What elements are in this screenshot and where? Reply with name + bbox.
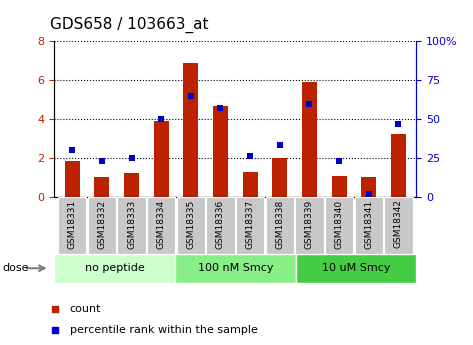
Point [158, 116, 165, 122]
Text: GSM18339: GSM18339 [305, 199, 314, 249]
Point [239, 51, 247, 57]
Text: 10 uM Smcy: 10 uM Smcy [322, 263, 390, 273]
Bar [325, 197, 353, 254]
Point [394, 121, 402, 127]
Point [128, 155, 135, 161]
Bar [213, 106, 228, 197]
Point [98, 158, 105, 164]
Bar [243, 172, 258, 197]
Point [239, 239, 247, 245]
Text: GSM18342: GSM18342 [394, 199, 403, 248]
Text: GSM18331: GSM18331 [68, 199, 77, 249]
Text: 100 nM Smcy: 100 nM Smcy [198, 263, 273, 273]
Text: percentile rank within the sample: percentile rank within the sample [70, 325, 257, 335]
Bar [384, 197, 412, 254]
Point [335, 158, 343, 164]
Point [69, 147, 76, 153]
Bar [184, 63, 198, 197]
Text: GSM18336: GSM18336 [216, 199, 225, 249]
Bar [88, 197, 116, 254]
Point [276, 143, 284, 148]
Bar [58, 197, 87, 254]
Text: no peptide: no peptide [85, 263, 145, 273]
Point [306, 101, 313, 106]
Text: GSM18340: GSM18340 [334, 199, 343, 249]
Bar [302, 82, 317, 197]
Bar [272, 158, 287, 197]
Bar [332, 176, 347, 197]
Bar [295, 197, 324, 254]
Bar [65, 161, 79, 197]
Text: count: count [70, 304, 101, 314]
Bar [206, 197, 235, 254]
Bar [361, 177, 376, 197]
Bar [175, 254, 296, 283]
Text: GSM18333: GSM18333 [127, 199, 136, 249]
Text: GSM18332: GSM18332 [97, 199, 106, 249]
Text: GDS658 / 103663_at: GDS658 / 103663_at [50, 17, 208, 33]
Bar [355, 197, 383, 254]
Text: GSM18338: GSM18338 [275, 199, 284, 249]
Bar [54, 254, 175, 283]
Bar [236, 197, 264, 254]
Text: GSM18341: GSM18341 [364, 199, 373, 249]
Text: dose: dose [2, 263, 29, 273]
Text: GSM18335: GSM18335 [186, 199, 195, 249]
Bar [265, 197, 294, 254]
Bar [154, 121, 168, 197]
Point [187, 93, 194, 99]
Bar [176, 197, 205, 254]
Point [246, 154, 254, 159]
Point [217, 106, 224, 111]
Bar [391, 134, 406, 197]
Bar [117, 197, 146, 254]
Bar [296, 254, 416, 283]
Text: GSM18337: GSM18337 [245, 199, 254, 249]
Point [365, 191, 373, 196]
Bar [124, 173, 139, 197]
Text: GSM18334: GSM18334 [157, 199, 166, 249]
Bar [95, 177, 109, 197]
Bar [147, 197, 175, 254]
